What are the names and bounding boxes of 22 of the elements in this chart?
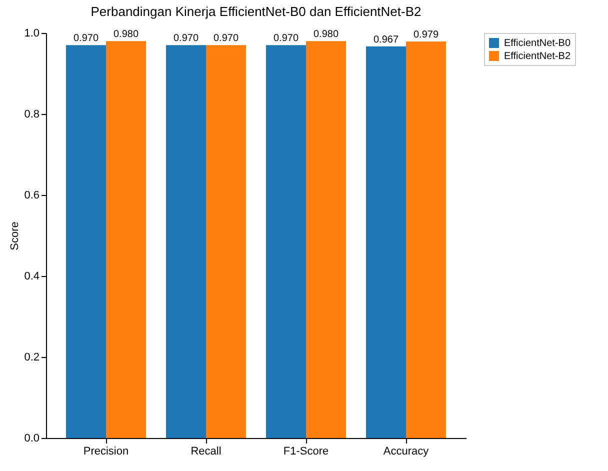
data-label: 0.980 — [113, 29, 139, 40]
legend-label: EfficientNet-B2 — [504, 51, 571, 62]
x-tick-label: Accuracy — [383, 446, 430, 458]
x-tick-label: F1-Score — [283, 446, 329, 458]
data-label: 0.970 — [273, 33, 299, 44]
legend-label: EfficientNet-B0 — [504, 38, 571, 49]
data-label: 0.967 — [373, 34, 399, 46]
data-label: 0.979 — [413, 30, 439, 41]
y-tick-label: 0.0 — [24, 432, 40, 444]
x-tick-label: Recall — [190, 446, 222, 458]
y-axis-title: Score — [9, 222, 22, 250]
y-tick-label: 0.4 — [24, 270, 40, 282]
y-tick-label: 0.6 — [24, 190, 40, 202]
data-label: 0.970 — [73, 33, 99, 44]
chart-title: Perbandingan Kinerja EfficientNet-B0 dan EfficientNet-B2 — [90, 4, 422, 19]
y-tick-label: 0.2 — [24, 352, 40, 364]
y-tick-label: 0.8 — [24, 108, 40, 120]
data-label: 0.970 — [173, 33, 199, 44]
x-tick-label: Precision — [83, 446, 129, 458]
y-tick-label: 1.0 — [24, 28, 40, 40]
data-label: 0.980 — [313, 29, 339, 40]
data-label: 0.970 — [213, 33, 239, 44]
